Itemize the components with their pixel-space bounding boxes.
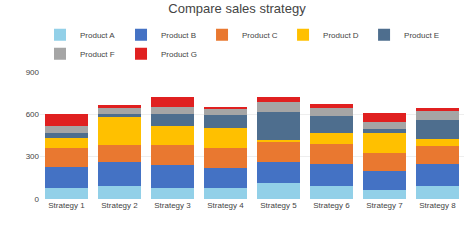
svg-text:Strategy 4: Strategy 4 [207,201,244,210]
svg-text:0: 0 [35,195,40,204]
svg-text:900: 900 [26,68,40,77]
svg-text:Product A: Product A [80,31,115,40]
svg-text:Strategy 8: Strategy 8 [419,201,456,210]
svg-text:Product C: Product C [242,31,278,40]
svg-text:Strategy 1: Strategy 1 [48,201,85,210]
svg-text:Product F: Product F [80,50,115,59]
svg-text:Product D: Product D [323,31,359,40]
svg-text:Strategy 3: Strategy 3 [154,201,191,210]
svg-text:Strategy 2: Strategy 2 [101,201,138,210]
svg-text:600: 600 [26,110,40,119]
svg-text:Strategy 7: Strategy 7 [366,201,403,210]
svg-text:Strategy 5: Strategy 5 [260,201,297,210]
svg-text:Compare sales strategy: Compare sales strategy [168,1,306,16]
svg-text:300: 300 [26,152,40,161]
svg-text:Product G: Product G [161,50,197,59]
svg-text:Product B: Product B [161,31,196,40]
svg-text:Strategy 6: Strategy 6 [313,201,350,210]
svg-text:Product E: Product E [404,31,439,40]
